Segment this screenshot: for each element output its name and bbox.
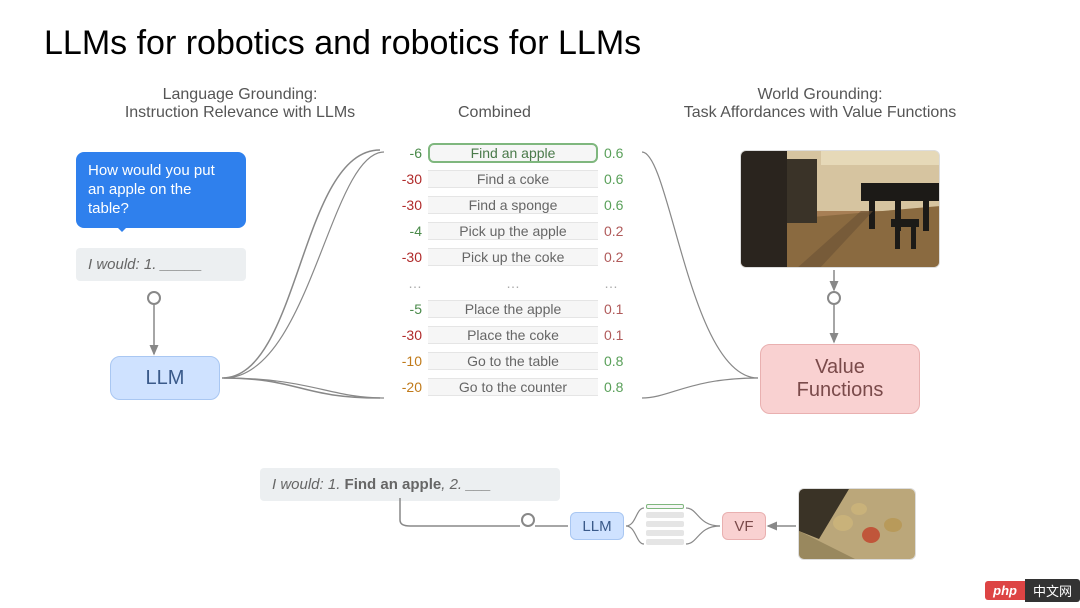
- watermark-text: 中文网: [1025, 579, 1080, 602]
- prompt1-blank: _____: [161, 256, 203, 273]
- prompt2-bold: Find an apple: [345, 476, 442, 493]
- table-row: -5Place the apple0.1: [384, 296, 642, 322]
- value-functions-node: Value Functions: [760, 344, 920, 414]
- llm-score: -10: [384, 353, 428, 369]
- watermark: php 中文网: [985, 579, 1080, 602]
- subtitle-right: World Grounding: Task Affordances with V…: [660, 86, 980, 122]
- world-image-svg: [741, 151, 940, 268]
- prompt2-prefix: I would: 1.: [272, 476, 345, 493]
- action-label: Pick up the apple: [428, 222, 598, 240]
- llm-score: -5: [384, 301, 428, 317]
- bottom-image-svg: [799, 489, 916, 560]
- vf-line2: Functions: [797, 379, 884, 402]
- graph-node-left: [147, 291, 161, 305]
- subtitle-left: Language Grounding: Instruction Relevanc…: [110, 86, 370, 122]
- vf-score: 0.6: [598, 145, 642, 161]
- llm-score: -6: [384, 145, 428, 161]
- table-row: -10Go to the table0.8: [384, 348, 642, 374]
- mini-row: [646, 521, 684, 527]
- action-label: Go to the counter: [428, 378, 598, 396]
- llm-score: -4: [384, 223, 428, 239]
- action-label: Find a sponge: [428, 196, 598, 214]
- graph-node-right: [827, 291, 841, 305]
- vf-score: 0.6: [598, 171, 642, 187]
- llm-score: …: [384, 275, 428, 291]
- action-label: Place the coke: [428, 326, 598, 344]
- table-row: -4Pick up the apple0.2: [384, 218, 642, 244]
- watermark-badge: php: [985, 581, 1025, 600]
- action-label: Pick up the coke: [428, 248, 598, 266]
- vf-score: 0.8: [598, 379, 642, 395]
- action-label: …: [428, 275, 598, 291]
- vf-line1: Value: [815, 356, 865, 379]
- mini-scores-table: [646, 504, 684, 545]
- llm-score: -30: [384, 171, 428, 187]
- vf-score: 0.1: [598, 327, 642, 343]
- mini-row: [646, 512, 684, 518]
- table-row: -30Find a sponge0.6: [384, 192, 642, 218]
- action-selected: Find an apple: [428, 143, 598, 163]
- subtitle-right-l1: World Grounding:: [660, 86, 980, 104]
- bottom-observation-image: [798, 488, 916, 560]
- vf-score: 0.6: [598, 197, 642, 213]
- user-query-bubble: How would you put an apple on the table?: [76, 152, 246, 228]
- mini-row: [646, 530, 684, 536]
- table-row: ………: [384, 270, 642, 296]
- subtitle-right-l2: Task Affordances with Value Functions: [660, 104, 980, 122]
- vf-score: …: [598, 275, 642, 291]
- vf-node-small: VF: [722, 512, 766, 540]
- subtitle-left-l1: Language Grounding:: [110, 86, 370, 104]
- prompt1-prefix: I would: 1.: [88, 256, 161, 273]
- subtitle-center: Combined: [458, 104, 531, 122]
- mini-row-selected: [646, 504, 684, 509]
- mini-row: [646, 539, 684, 545]
- page-title: LLMs for robotics and robotics for LLMs: [44, 24, 641, 63]
- llm-score: -30: [384, 327, 428, 343]
- world-observation-image: [740, 150, 940, 268]
- vf-score: 0.2: [598, 249, 642, 265]
- prompt-step2: I would: 1. Find an apple, 2. ___: [260, 468, 560, 501]
- prompt-step1: I would: 1. _____: [76, 248, 246, 281]
- table-row: -30Pick up the coke0.2: [384, 244, 642, 270]
- table-row: -30Find a coke0.6: [384, 166, 642, 192]
- table-row: -20Go to the counter0.8: [384, 374, 642, 400]
- vf-score: 0.8: [598, 353, 642, 369]
- graph-node-bottom: [521, 513, 535, 527]
- subtitle-left-l2: Instruction Relevance with LLMs: [110, 104, 370, 122]
- table-row: -30Place the coke0.1: [384, 322, 642, 348]
- llm-score: -20: [384, 379, 428, 395]
- table-row: -6Find an apple0.6: [384, 140, 642, 166]
- combined-scores-table: -6Find an apple0.6-30Find a coke0.6-30Fi…: [384, 140, 642, 400]
- vf-score: 0.1: [598, 301, 642, 317]
- llm-node-small: LLM: [570, 512, 624, 540]
- llm-score: -30: [384, 197, 428, 213]
- action-label: Place the apple: [428, 300, 598, 318]
- prompt2-suffix: , 2. ___: [441, 476, 491, 493]
- llm-node: LLM: [110, 356, 220, 400]
- action-label: Go to the table: [428, 352, 598, 370]
- llm-score: -30: [384, 249, 428, 265]
- vf-score: 0.2: [598, 223, 642, 239]
- action-label: Find a coke: [428, 170, 598, 188]
